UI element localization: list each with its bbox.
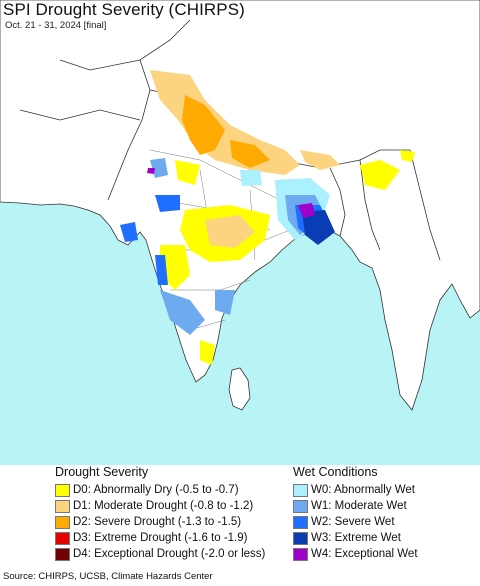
wet-legend-heading: Wet Conditions (293, 465, 378, 479)
landmass (0, 0, 480, 411)
legend-item-d1: D1: Moderate Drought (-0.8 to -1.2) (55, 498, 265, 514)
title-block: SPI Drought Severity (CHIRPS) Oct. 21 - … (3, 0, 245, 31)
legend-item-w3: W3: Extreme Wet (293, 530, 418, 546)
wet-patches (120, 158, 335, 335)
legend-label-w4: W4: Exceptional Wet (311, 548, 418, 560)
legend-swatch-w4 (293, 547, 308, 561)
legend-item-d4: D4: Exceptional Drought (-2.0 or less) (55, 546, 265, 562)
map-svg (0, 0, 480, 465)
drought-patches (150, 70, 415, 365)
legend-label-w3: W3: Extreme Wet (311, 532, 401, 544)
legend-label-d0: D0: Abnormally Dry (-0.5 to -0.7) (73, 484, 239, 496)
legend-item-w2: W2: Severe Wet (293, 514, 418, 530)
legend-swatch-w2 (293, 515, 308, 529)
legend-label-w1: W1: Moderate Wet (311, 500, 407, 512)
wet-legend: Wet Conditions W0: Abnormally Wet W1: Mo… (293, 465, 418, 562)
country-borders (19, 19, 441, 261)
legend-swatch-d3 (55, 531, 70, 545)
legend-item-d0: D0: Abnormally Dry (-0.5 to -0.7) (55, 482, 265, 498)
legend-label-d2: D2: Severe Drought (-1.3 to -1.5) (73, 516, 242, 528)
legend-item-d3: D3: Extreme Drought (-1.6 to -1.9) (55, 530, 265, 546)
legend-label-d4: D4: Exceptional Drought (-2.0 or less) (73, 548, 266, 560)
map-panel (0, 0, 480, 465)
legend-swatch-d0 (55, 483, 70, 497)
legend-item-w0: W0: Abnormally Wet (293, 482, 418, 498)
legend-item-w4: W4: Exceptional Wet (293, 546, 418, 562)
sri-lanka (228, 367, 251, 411)
legend: Drought Severity D0: Abnormally Dry (-0.… (0, 465, 480, 569)
legend-swatch-d1 (55, 499, 70, 513)
legend-label-d3: D3: Extreme Drought (-1.6 to -1.9) (73, 532, 248, 544)
legend-label-d1: D1: Moderate Drought (-0.8 to -1.2) (73, 500, 254, 512)
legend-label-w2: W2: Severe Wet (311, 516, 395, 528)
legend-item-d2: D2: Severe Drought (-1.3 to -1.5) (55, 514, 265, 530)
legend-swatch-d2 (55, 515, 70, 529)
legend-swatch-w1 (293, 499, 308, 513)
legend-label-w0: W0: Abnormally Wet (311, 484, 415, 496)
legend-swatch-w3 (293, 531, 308, 545)
source-credit: Source: CHIRPS, UCSB, Climate Hazards Ce… (3, 571, 213, 582)
drought-legend-heading: Drought Severity (55, 465, 149, 479)
date-subtitle: Oct. 21 - 31, 2024 [final] (5, 20, 107, 31)
drought-legend: Drought Severity D0: Abnormally Dry (-0.… (55, 465, 265, 562)
legend-item-w1: W1: Moderate Wet (293, 498, 418, 514)
legend-swatch-d4 (55, 547, 70, 561)
page-title: SPI Drought Severity (CHIRPS) (3, 0, 245, 19)
legend-swatch-w0 (293, 483, 308, 497)
